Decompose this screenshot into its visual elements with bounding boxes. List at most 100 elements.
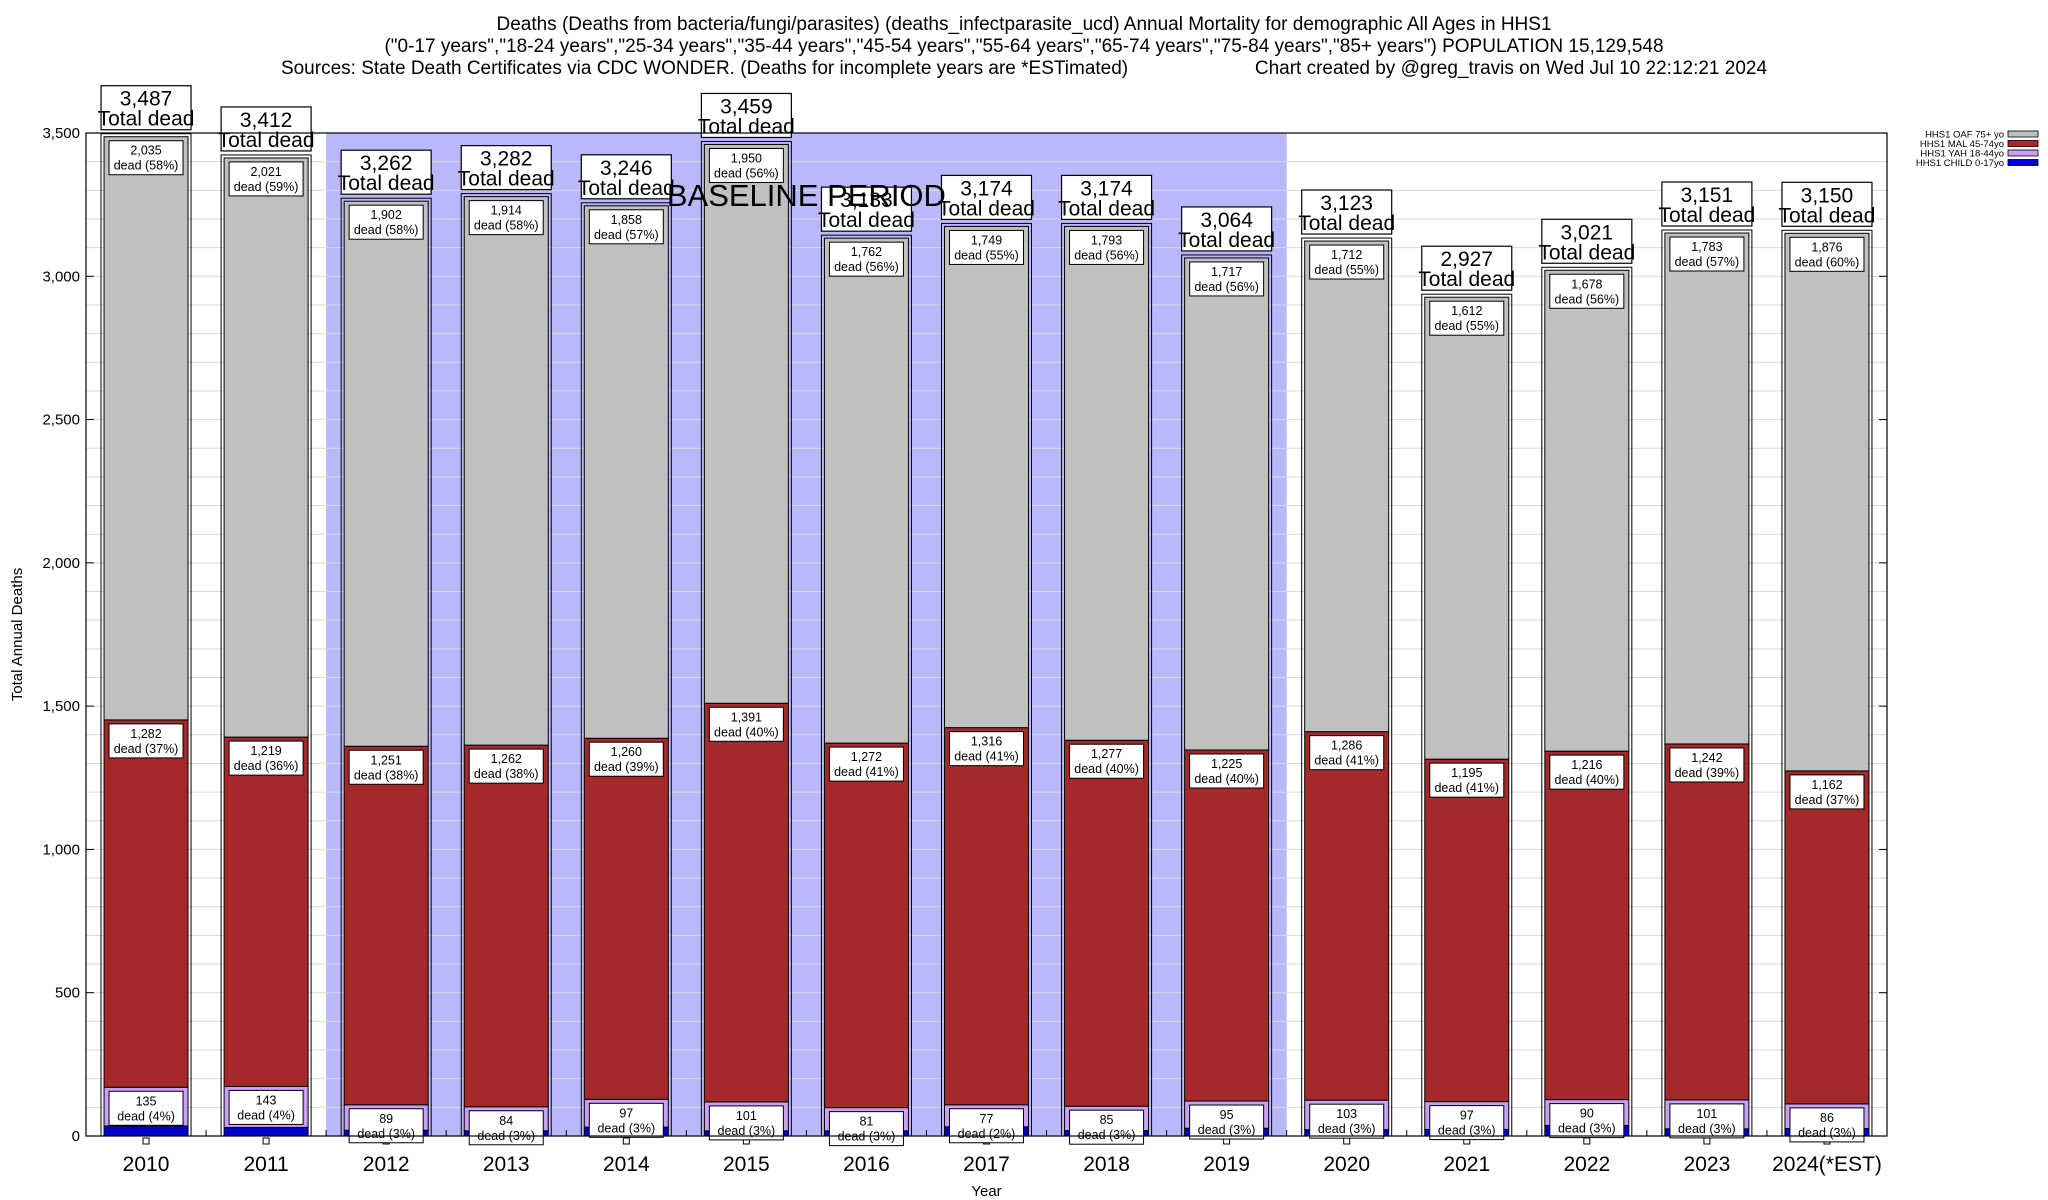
bar-segment	[1064, 739, 1150, 1107]
segment-percent-label: dead (40%)	[1074, 762, 1139, 776]
total-value-label: 3,246	[600, 157, 653, 180]
segment-percent-label: dead (39%)	[1675, 766, 1740, 780]
segment-label-box	[949, 731, 1024, 767]
segment-percent-label: dead (56%)	[1555, 292, 1620, 306]
total-label-box	[1541, 218, 1633, 264]
segment-percent-label: dead (55%)	[1434, 319, 1499, 333]
x-tick-label: 2011	[244, 1153, 289, 1176]
segment-value-label: 1,251	[371, 753, 402, 767]
total-label-box	[1060, 174, 1153, 221]
segment-label-box	[1069, 743, 1145, 779]
segment-percent-label: dead (40%)	[714, 725, 779, 739]
x-tick-label: 2021	[1443, 1153, 1490, 1176]
segment-percent-label: dead (40%)	[1555, 773, 1620, 787]
segment-value-label: 1,858	[611, 213, 642, 227]
segment-percent-label: dead (3%)	[357, 1127, 415, 1141]
bar-segment	[944, 727, 1029, 1106]
x-tick-label: 2015	[723, 1153, 770, 1176]
bar-segment	[1424, 758, 1510, 1103]
x-tick-label: 2012	[363, 1153, 410, 1176]
total-suffix-label: Total dead	[1058, 197, 1155, 220]
total-suffix-label: Total dead	[1658, 204, 1755, 227]
bar-base-marker	[262, 1137, 270, 1145]
segment-label-box	[1549, 1103, 1625, 1139]
segment-value-label: 85	[1100, 1113, 1114, 1127]
segment-label-box	[1069, 1109, 1145, 1145]
segment-percent-label: dead (3%)	[1198, 1123, 1256, 1137]
total-suffix-label: Total dead	[1178, 229, 1275, 252]
segment-percent-label: dead (3%)	[1318, 1122, 1376, 1136]
segment-percent-label: dead (38%)	[474, 767, 539, 781]
bar-segment	[823, 237, 909, 744]
total-label-box	[1421, 245, 1513, 291]
segment-value-label: 1,262	[491, 752, 522, 766]
legend-swatch	[2007, 159, 2039, 166]
segment-percent-label: dead (56%)	[714, 166, 779, 180]
segment-percent-label: dead (3%)	[1078, 1128, 1136, 1142]
segment-value-label: 97	[619, 1106, 633, 1120]
y-tick-label: 0	[72, 1128, 80, 1145]
segment-value-label: 1,219	[250, 744, 281, 758]
segment-value-label: 1,216	[1571, 758, 1602, 772]
legend-entry-label: HHS1 CHILD 0-17yo	[1916, 158, 2004, 169]
total-value-label: 3,133	[840, 189, 893, 212]
segment-value-label: 1,717	[1211, 265, 1242, 279]
axes: 2010 2011 2012 2013 2014 2015 2016 2017 2018 2019…	[9, 125, 1888, 1200]
segment-value-label: 89	[379, 1112, 393, 1126]
bar-base-marker	[1703, 1137, 1711, 1145]
segment-value-label: 1,762	[851, 245, 882, 259]
segment-label-box	[588, 1102, 664, 1138]
total-value-label: 3,459	[720, 95, 773, 118]
segment-label-box	[468, 200, 544, 236]
total-value-label: 3,151	[1681, 184, 1734, 207]
segment-label-box	[348, 204, 424, 240]
total-value-label: 3,150	[1801, 184, 1854, 207]
chart-title: Deaths (Deaths from bacteria/fungi/paras…	[496, 14, 1552, 35]
total-label-box	[1181, 206, 1273, 252]
segment-value-label: 77	[980, 1112, 994, 1126]
segment-value-label: 1,749	[971, 233, 1002, 247]
segment-value-label: 1,225	[1211, 757, 1242, 771]
x-tick-label: 2010	[123, 1153, 170, 1176]
chart-source-line: Sources: State Death Certificates via CD…	[0, 58, 2048, 80]
x-tick-label: 2020	[1323, 1153, 1370, 1176]
legend-swatch	[2007, 149, 2039, 157]
segment-value-label: 81	[859, 1115, 873, 1129]
bar-segment	[1064, 225, 1150, 741]
segment-value-label: 1,277	[1091, 747, 1122, 761]
bar-segment	[703, 143, 789, 704]
x-tick-label: 2017	[963, 1153, 1010, 1176]
y-axis-title: Total Annual Deaths	[9, 568, 26, 701]
total-value-label: 3,282	[480, 148, 533, 171]
bar-segment	[343, 200, 429, 747]
total-suffix-label: Total dead	[1779, 204, 1876, 227]
total-value-label: 3,262	[360, 152, 413, 175]
segment-value-label: 97	[1460, 1109, 1474, 1123]
total-suffix-label: Total dead	[218, 129, 315, 152]
segment-label-box	[708, 147, 784, 183]
total-suffix-label: Total dead	[98, 108, 195, 131]
segment-percent-label: dead (41%)	[1314, 754, 1379, 768]
segment-percent-label: dead (37%)	[1795, 793, 1860, 807]
bar-segment	[223, 1126, 309, 1137]
segment-value-label: 1,712	[1331, 248, 1362, 262]
bar-segment	[223, 736, 309, 1087]
bar-segment	[103, 136, 189, 721]
segment-percent-label: dead (58%)	[114, 159, 179, 173]
total-label-box	[700, 92, 792, 139]
bar-base-marker	[1583, 1137, 1591, 1145]
segment-value-label: 1,914	[491, 204, 522, 218]
segment-percent-label: dead (56%)	[1074, 248, 1139, 262]
segment-label-box	[1669, 747, 1745, 783]
total-value-label: 3,174	[960, 177, 1013, 200]
segment-value-label: 1,272	[851, 750, 882, 764]
total-value-label: 2,927	[1440, 248, 1493, 271]
bar-segment	[583, 205, 669, 739]
total-label-box	[100, 85, 192, 131]
segment-percent-label: dead (55%)	[1314, 263, 1379, 277]
segment-label-box	[828, 241, 904, 277]
segment-label-box	[708, 706, 784, 742]
total-value-label: 3,064	[1200, 209, 1253, 232]
